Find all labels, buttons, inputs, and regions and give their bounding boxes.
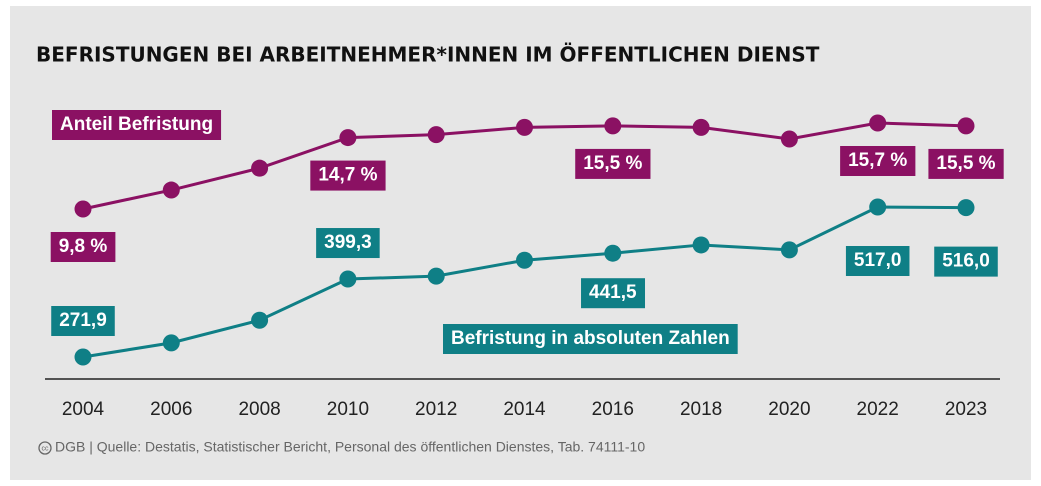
- value-label: 271,9: [51, 306, 115, 336]
- point: [74, 200, 92, 218]
- point: [516, 118, 533, 136]
- value-label: 441,5: [581, 278, 646, 309]
- point: [339, 270, 357, 288]
- point: [692, 236, 710, 254]
- x-tick-label: 2018: [680, 399, 722, 420]
- value-label: 14,7 %: [310, 160, 386, 191]
- value-label-box: [845, 246, 910, 276]
- chart-title: BEFRISTUNGEN BEI ARBEITNEHMER*INNEN IM Ö…: [36, 43, 820, 67]
- value-label-text: 15,7 %: [848, 150, 907, 171]
- background: [10, 6, 1031, 480]
- value-label-text: 399,3: [324, 232, 372, 253]
- value-label-text: 441,5: [589, 282, 637, 303]
- x-tick-label: 2012: [415, 399, 457, 420]
- value-label-text: 15,5 %: [583, 153, 642, 174]
- point: [692, 118, 710, 136]
- x-tick-label: 2004: [62, 399, 105, 420]
- point: [780, 130, 798, 148]
- value-label-box: [575, 148, 651, 179]
- value-label: 9,8 %: [50, 232, 116, 262]
- point: [74, 348, 92, 366]
- x-tick-label: 2022: [857, 399, 899, 420]
- point: [251, 311, 269, 329]
- x-tick-label: 2014: [503, 399, 546, 420]
- point: [162, 334, 180, 352]
- svg-text:cc: cc: [42, 445, 50, 452]
- x-tick-label: 2010: [327, 399, 369, 420]
- value-label-box: [928, 148, 1004, 179]
- point: [516, 251, 533, 269]
- value-label-text: 517,0: [854, 250, 902, 271]
- series-name: Befristung in absoluten Zahlen: [443, 324, 738, 354]
- value-label: 15,5 %: [575, 148, 651, 179]
- x-tick-label: 2006: [150, 399, 192, 420]
- cc-icon: cc: [38, 441, 52, 455]
- point: [339, 129, 357, 147]
- source: DGB | Quelle: Destatis, Statistischer Be…: [55, 439, 645, 455]
- point: [604, 244, 622, 262]
- value-label-text: 271,9: [59, 310, 107, 331]
- series-name-box: [443, 324, 738, 354]
- point: [251, 159, 269, 177]
- point: [427, 267, 445, 285]
- series-name-text: Anteil Befristung: [60, 114, 213, 135]
- x-tick-label: 2023: [945, 399, 987, 420]
- value-label-box: [51, 306, 115, 336]
- value-label-text: 15,5 %: [936, 153, 995, 174]
- point: [162, 181, 180, 199]
- value-label-text: 516,0: [942, 251, 990, 272]
- value-label-text: 9,8 %: [59, 236, 108, 257]
- series-name-box: [52, 110, 222, 140]
- value-label: 399,3: [316, 228, 380, 259]
- x-tick-label: 2016: [592, 399, 634, 420]
- point: [427, 126, 445, 144]
- series-name: Anteil Befristung: [52, 110, 222, 140]
- value-label-box: [581, 278, 646, 309]
- point: [604, 117, 622, 135]
- value-label: 517,0: [845, 246, 910, 276]
- value-label-box: [310, 160, 386, 191]
- x-tick-label: 2008: [238, 399, 280, 420]
- point: [957, 199, 975, 217]
- x-tick-label: 2020: [768, 399, 810, 420]
- point: [869, 198, 887, 216]
- point: [957, 117, 975, 135]
- value-label: 516,0: [934, 246, 998, 277]
- value-label: 15,7 %: [840, 146, 916, 176]
- value-label-text: 14,7 %: [318, 165, 377, 186]
- point: [869, 114, 887, 132]
- series-name-text: Befristung in absoluten Zahlen: [451, 328, 730, 349]
- value-label-box: [316, 228, 380, 259]
- value-label-box: [934, 246, 998, 277]
- value-label-box: [50, 232, 116, 262]
- value-label-box: [840, 146, 916, 176]
- value-label: 15,5 %: [928, 148, 1004, 179]
- point: [780, 241, 798, 259]
